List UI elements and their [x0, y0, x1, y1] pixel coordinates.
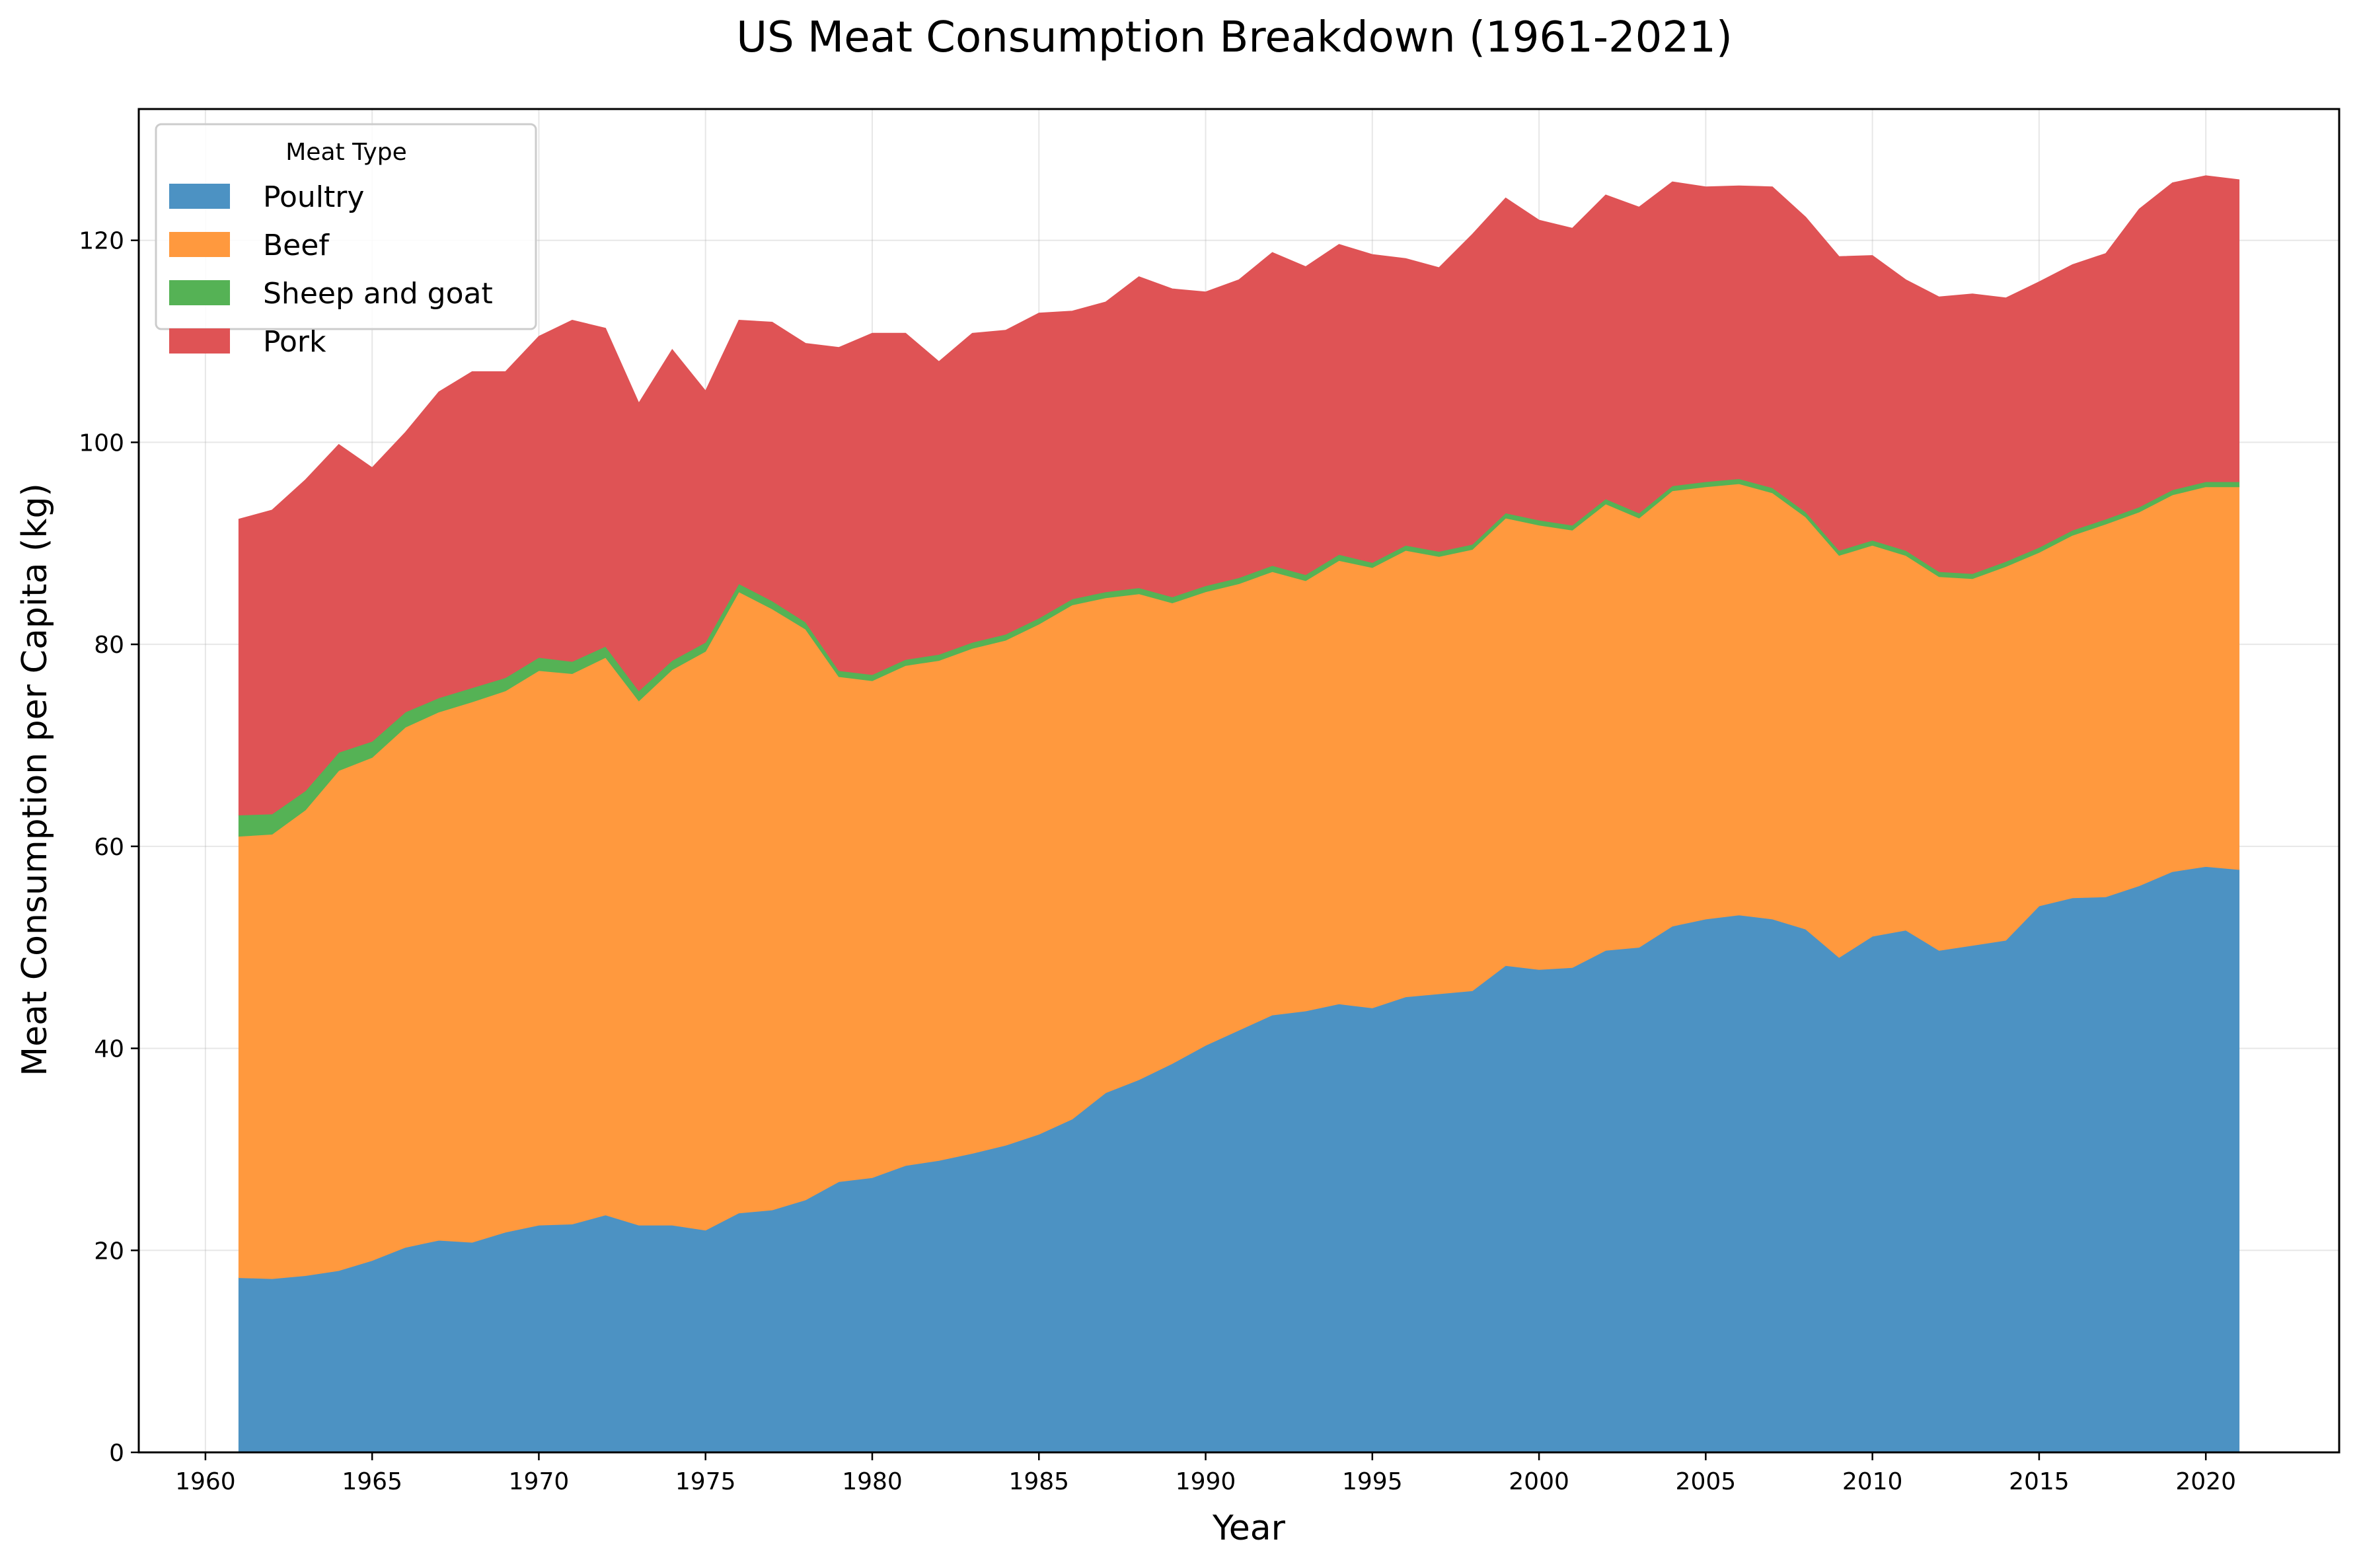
x-tick-label: 1960: [175, 1468, 236, 1495]
legend: Meat Type Poultry Beef Sheep and goat Pork: [155, 123, 537, 359]
y-axis-label: Meat Consumption per Capita (kg): [15, 483, 55, 1076]
legend-swatch-sheep-and-goat: [169, 280, 230, 305]
legend-swatch-poultry: [169, 184, 230, 209]
x-tick-label: 1995: [1342, 1468, 1403, 1495]
area-pork: [238, 175, 2240, 816]
y-tick-label: 20: [94, 1238, 124, 1265]
axes-layer: 1960 1965 1970 1975 1980 1985 1990 1995 2000 2005…: [79, 108, 2340, 1495]
x-axis-label: Year: [1212, 1509, 1286, 1548]
legend-title: Meat Type: [285, 139, 407, 166]
x-tick-label: 1975: [675, 1468, 736, 1495]
legend-label-pork: Pork: [263, 325, 326, 359]
y-tick-label: 80: [94, 632, 124, 659]
legend-frame: [155, 123, 537, 330]
plot-frame: [137, 108, 2340, 1454]
x-tick-label: 1990: [1176, 1468, 1236, 1495]
x-tick-label: 1970: [509, 1468, 570, 1495]
x-tick-label: 2005: [1676, 1468, 1737, 1495]
y-tick-label: 120: [79, 228, 124, 255]
x-tick-label: 2010: [1842, 1468, 1903, 1495]
area-layer: [238, 175, 2240, 1453]
legend-label-poultry: Poultry: [263, 180, 364, 214]
y-tick-label: 40: [94, 1036, 124, 1063]
chart-title: US Meat Consumption Breakdown (1961-2021…: [736, 13, 1733, 62]
legend-swatch-beef: [169, 232, 230, 257]
y-tick-label: 100: [79, 429, 124, 457]
legend-swatch-pork: [169, 328, 230, 354]
x-tick-label: 1985: [1008, 1468, 1069, 1495]
x-tick-label: 1965: [342, 1468, 402, 1495]
x-tick-label: 1980: [842, 1468, 903, 1495]
legend-entries: Poultry Beef Sheep and goat Pork: [169, 180, 493, 359]
y-tick-label: 0: [109, 1440, 124, 1467]
y-tick-label: 60: [94, 834, 124, 861]
legend-label-beef: Beef: [263, 229, 330, 262]
x-tick-label: 2015: [2009, 1468, 2070, 1495]
x-tick-label: 2000: [1509, 1468, 1569, 1495]
legend-label-sheep-and-goat: Sheep and goat: [263, 277, 493, 311]
x-tick-label: 2020: [2175, 1468, 2236, 1495]
